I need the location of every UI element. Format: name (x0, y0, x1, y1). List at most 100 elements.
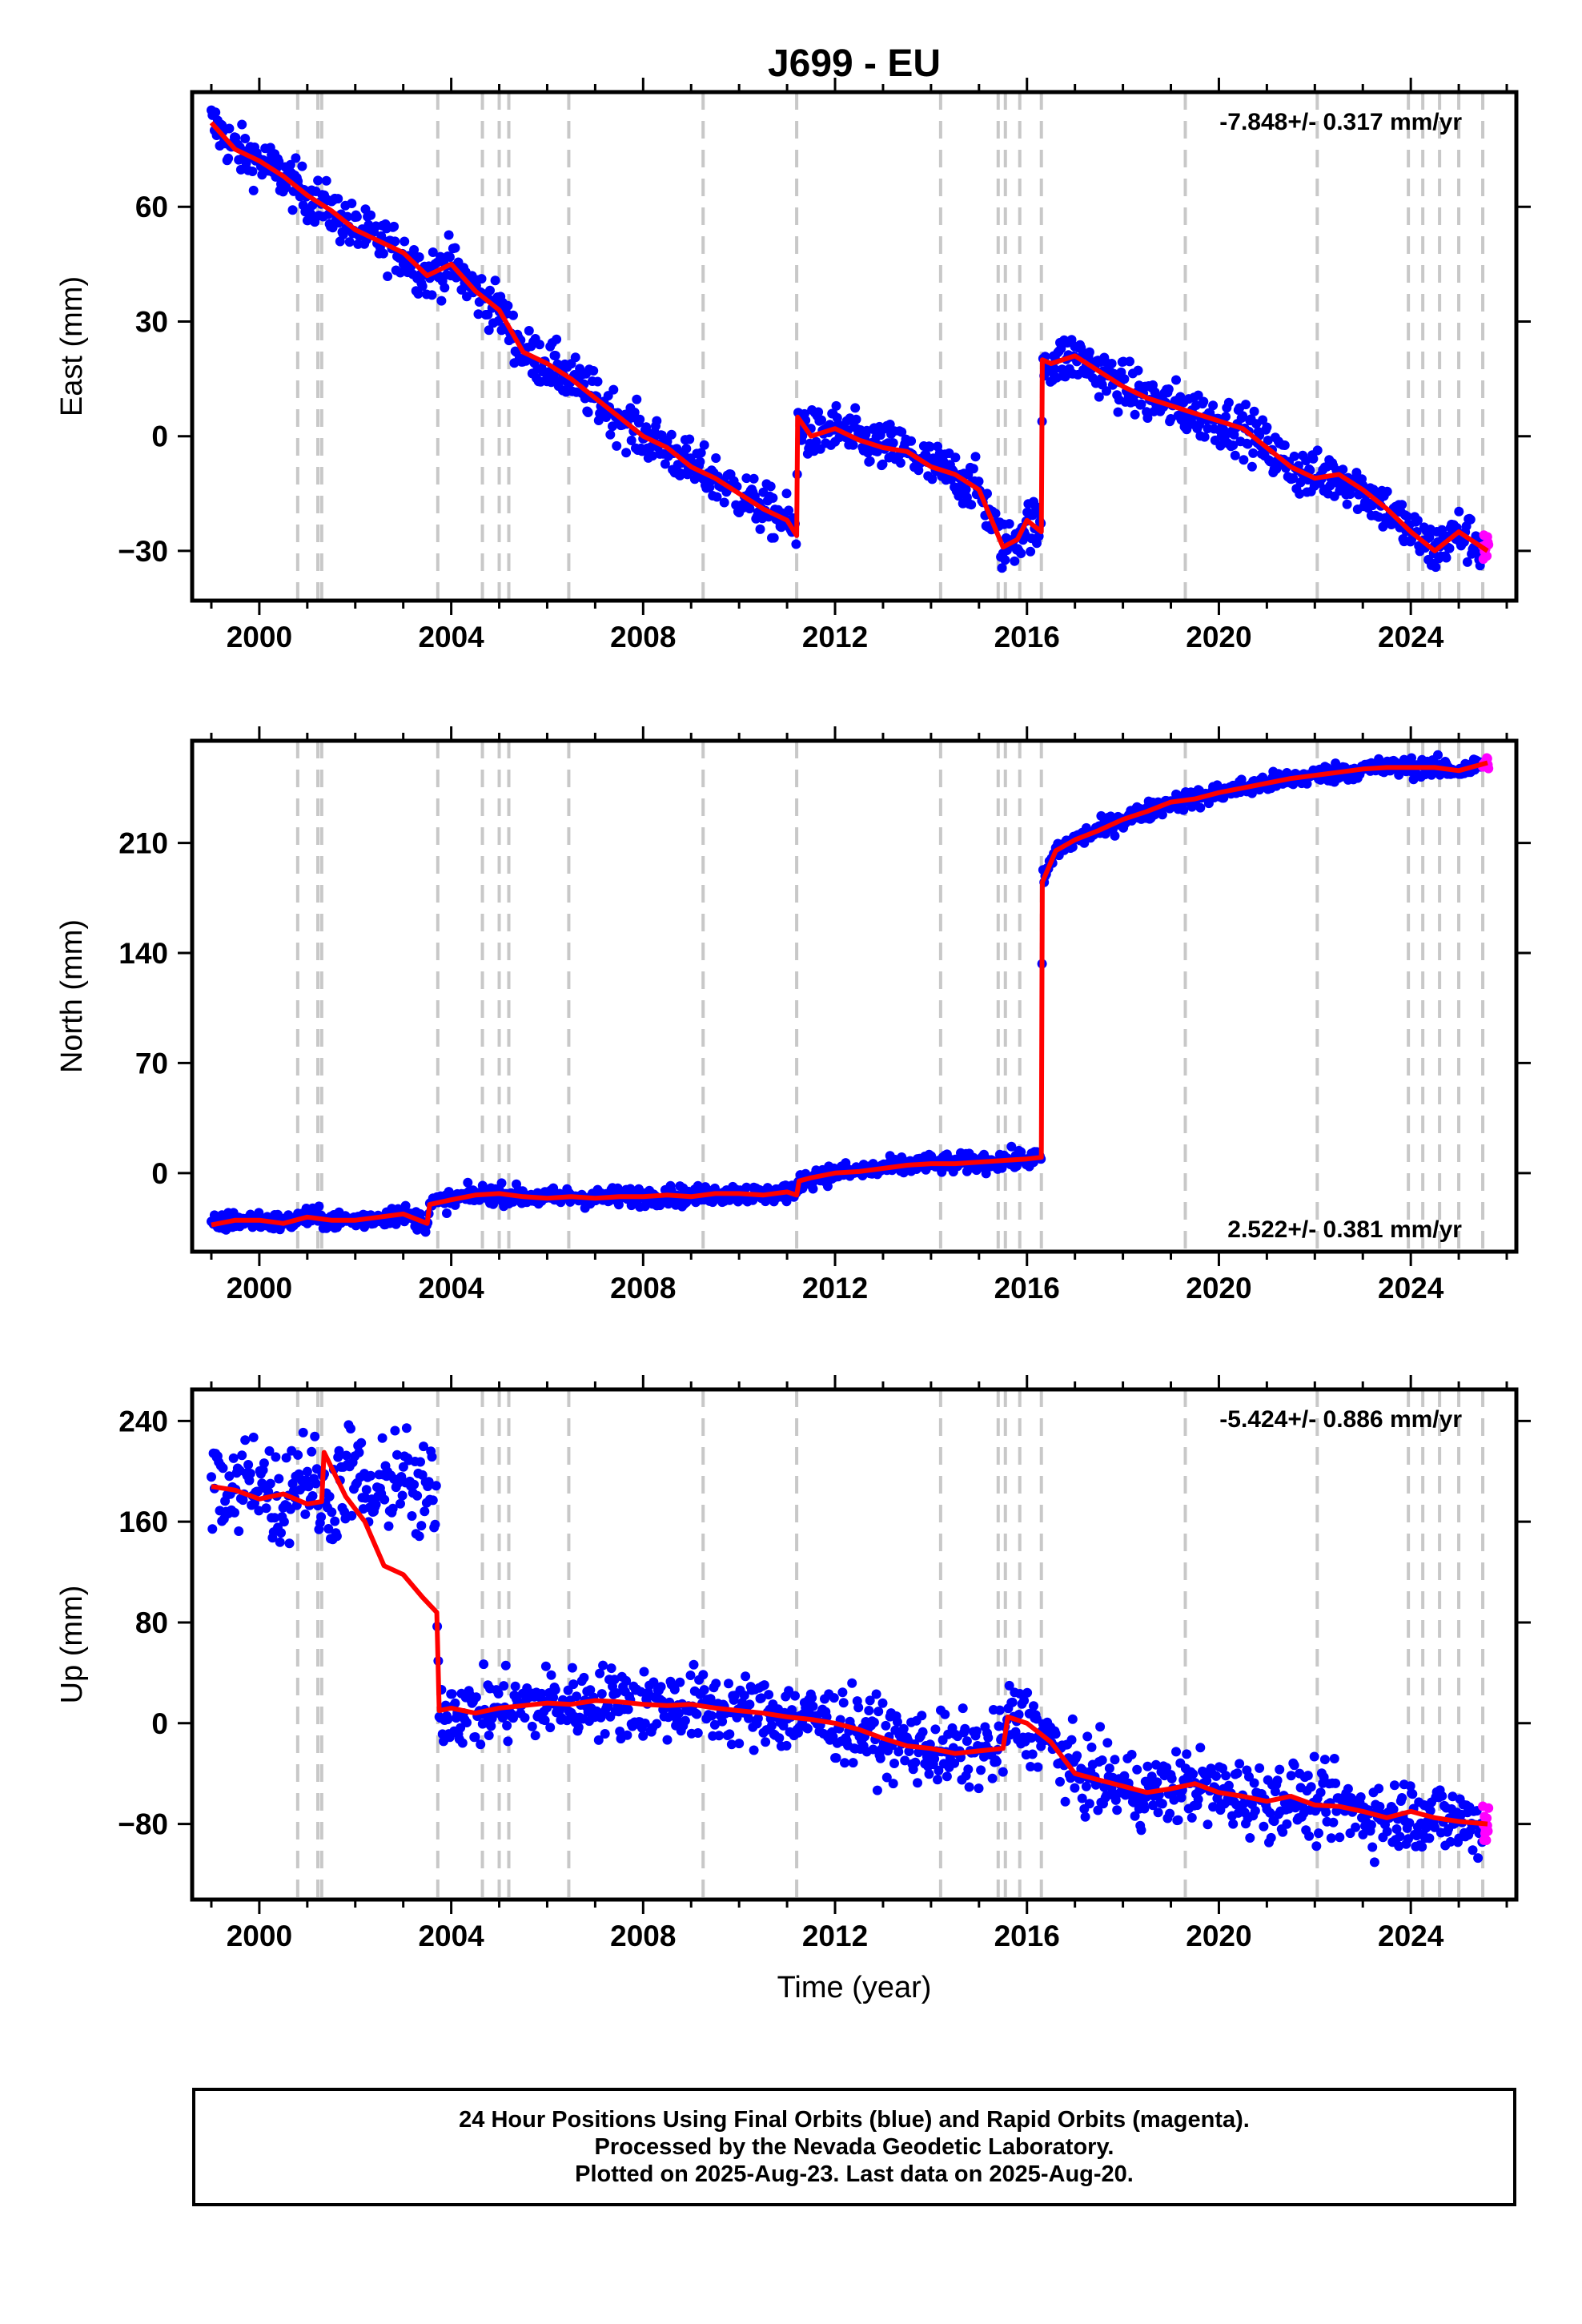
data-point (1112, 1805, 1122, 1815)
data-point (550, 1685, 560, 1695)
data-point (1026, 1762, 1036, 1771)
data-point (409, 1479, 420, 1490)
data-point (1132, 1764, 1142, 1775)
data-point (1016, 1147, 1026, 1157)
data-point (1437, 1791, 1447, 1801)
data-point (361, 1485, 371, 1495)
data-point (568, 1679, 579, 1690)
data-point (1306, 1782, 1316, 1792)
data-point (741, 1182, 752, 1192)
data-point (695, 456, 705, 467)
data-point (811, 436, 821, 447)
data-point (416, 1521, 427, 1531)
data-point (605, 429, 616, 440)
data-point (307, 1491, 318, 1501)
data-point (456, 1723, 466, 1733)
y-tick-label: 30 (135, 305, 168, 338)
data-point (1136, 399, 1146, 409)
data-point (925, 441, 935, 452)
data-point (347, 1510, 357, 1521)
data-point (1275, 1764, 1285, 1775)
data-point (230, 1507, 239, 1518)
data-point (274, 156, 284, 167)
data-point (486, 1721, 496, 1731)
data-point (784, 505, 794, 516)
data-point (629, 408, 640, 417)
data-point (940, 1709, 950, 1719)
data-point (865, 456, 875, 466)
data-point (1319, 1755, 1330, 1765)
data-point (706, 1711, 717, 1721)
data-point (1402, 512, 1412, 521)
data-point (994, 1705, 1005, 1715)
data-point (933, 1775, 942, 1785)
data-point (1405, 1781, 1415, 1791)
data-point (1172, 790, 1182, 800)
data-point (1279, 440, 1290, 450)
data-point (1303, 1771, 1313, 1781)
data-point (791, 539, 801, 549)
data-point (924, 1769, 934, 1779)
data-point (981, 1168, 991, 1179)
data-point (962, 1736, 972, 1747)
data-point (321, 175, 331, 186)
data-point (982, 489, 992, 499)
data-point (997, 563, 1007, 573)
x-tick-label: 2008 (610, 1272, 676, 1305)
data-point (748, 1195, 758, 1205)
data-point (562, 1715, 572, 1726)
data-point (813, 407, 824, 417)
data-point (612, 440, 622, 451)
data-point (1084, 347, 1094, 357)
x-tick-label: 2024 (1378, 1272, 1444, 1305)
data-point (963, 1764, 974, 1775)
data-point (592, 376, 603, 387)
data-point (207, 1472, 216, 1482)
data-point (1093, 1805, 1103, 1815)
data-point (471, 1692, 481, 1703)
data-point (868, 1744, 878, 1755)
data-point (1445, 1836, 1456, 1847)
data-point (781, 489, 792, 499)
data-point (1367, 1842, 1378, 1852)
data-point (983, 1732, 994, 1743)
data-point (1125, 356, 1134, 367)
data-point (1382, 1827, 1392, 1836)
data-point (311, 1478, 321, 1489)
data-point (1319, 1772, 1329, 1783)
data-point (1081, 1781, 1091, 1791)
data-point (1195, 1743, 1206, 1753)
data-point (1424, 1833, 1435, 1844)
y-axis-label: East (mm) (55, 276, 89, 416)
data-point (749, 1745, 759, 1755)
data-point (1139, 1803, 1150, 1814)
data-point (1374, 1783, 1384, 1794)
x-tick-label: 2020 (1186, 621, 1251, 653)
data-point (1238, 411, 1248, 421)
rate-label: -5.424+/- 0.886 mm/yr (1219, 1406, 1462, 1433)
data-point (817, 415, 826, 425)
data-point (1288, 473, 1299, 484)
data-point (341, 1450, 351, 1461)
data-point (447, 1689, 457, 1699)
data-point (840, 1758, 849, 1768)
data-point (921, 449, 931, 460)
data-point (877, 1698, 888, 1708)
data-point (383, 271, 393, 281)
data-point (488, 1199, 498, 1209)
data-point (413, 288, 424, 299)
rapid-point (1484, 1803, 1494, 1813)
data-point (314, 1201, 324, 1212)
model-line (211, 1449, 1488, 1827)
data-point (848, 440, 858, 450)
plot-frame (190, 90, 1519, 603)
data-point (316, 1512, 327, 1522)
data-point (741, 1671, 751, 1682)
data-point (717, 1716, 728, 1727)
data-point (1444, 543, 1455, 553)
panel-3: 2000 2004 2008 2012 2016 2020 2024 −80 0 80 160 240… (55, 1375, 1531, 2004)
data-point (781, 1740, 792, 1751)
data-point (778, 1720, 789, 1731)
data-point (1249, 406, 1259, 416)
